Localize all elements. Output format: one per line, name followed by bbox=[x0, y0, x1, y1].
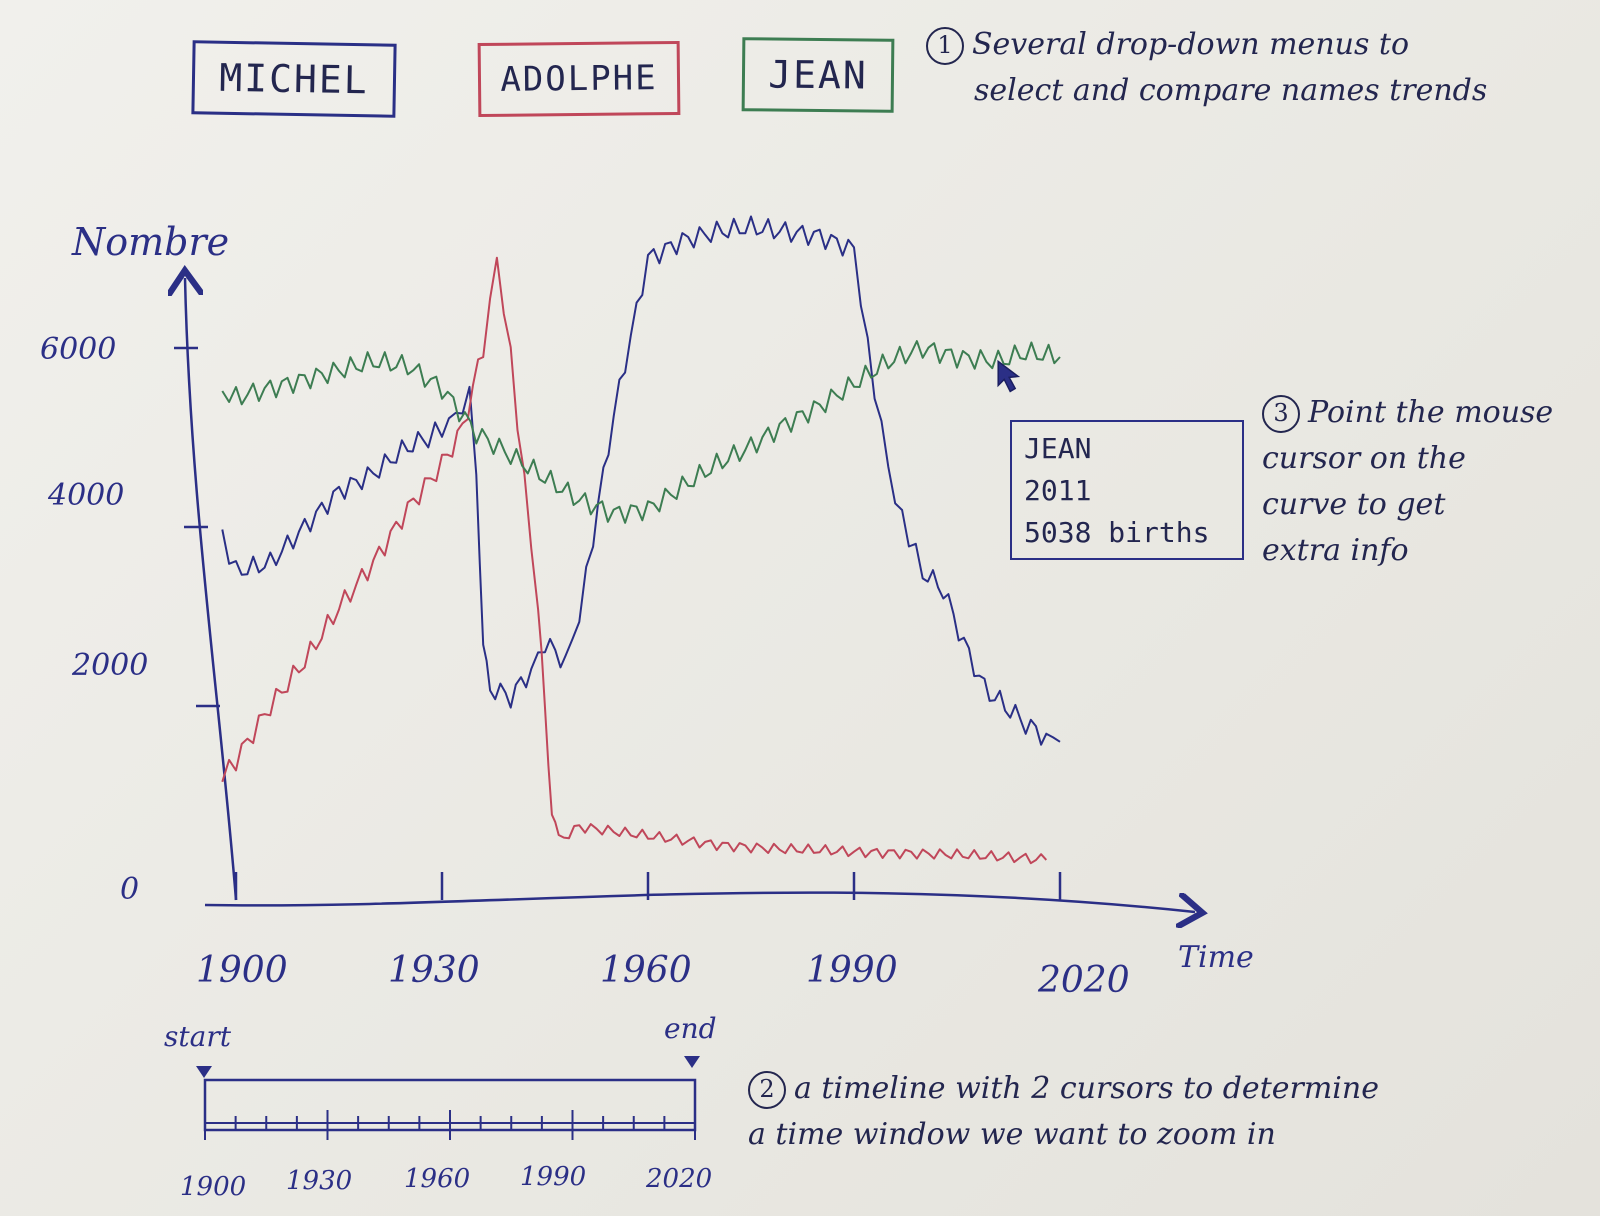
note-text: a time window we want to zoom in bbox=[748, 1117, 1276, 1152]
y-tick-label: 4000 bbox=[48, 478, 125, 513]
series-line-adolphe[interactable] bbox=[221, 256, 1048, 865]
note-number: 2 bbox=[748, 1071, 786, 1109]
note-text: curve to get bbox=[1262, 487, 1446, 522]
y-tick-label: 6000 bbox=[40, 332, 117, 367]
x-axis-label: Time bbox=[1178, 940, 1254, 975]
note-number: 1 bbox=[926, 27, 964, 65]
x-axis bbox=[204, 891, 1195, 912]
x-tick-label: 2020 bbox=[1038, 960, 1130, 1001]
timeline-start-cursor[interactable] bbox=[196, 1066, 212, 1078]
note-text: cursor on the bbox=[1262, 441, 1466, 476]
tooltip-year: 2011 bbox=[1024, 474, 1092, 507]
timeline-tick-label: 1930 bbox=[286, 1166, 353, 1196]
series-line-michel[interactable] bbox=[221, 215, 1061, 746]
timeline-tick-label: 1990 bbox=[520, 1162, 587, 1192]
y-tick-label: 0 bbox=[120, 872, 140, 907]
note-dropdowns: 1 Several drop-down menus to select and c… bbox=[926, 22, 1586, 114]
note-text: Point the mouse bbox=[1308, 395, 1554, 430]
x-tick-label: 1960 bbox=[600, 950, 692, 991]
x-tick-label: 1900 bbox=[196, 950, 288, 991]
timeline-tick-label: 1960 bbox=[404, 1164, 471, 1194]
note-number: 3 bbox=[1262, 395, 1300, 433]
x-tick-label: 1930 bbox=[388, 950, 480, 991]
note-hover-tooltip: 3 Point the mouse cursor on the curve to … bbox=[1262, 390, 1582, 574]
y-axis-label: Nombre bbox=[72, 220, 230, 264]
timeline-start-label: start bbox=[164, 1020, 231, 1053]
x-tick-label: 1990 bbox=[806, 950, 898, 991]
series-line-jean[interactable] bbox=[221, 340, 1061, 524]
timeline-end-label: end bbox=[664, 1012, 717, 1045]
note-text: a timeline with 2 cursors to determine bbox=[794, 1071, 1379, 1106]
mouse-cursor-icon bbox=[997, 359, 1021, 393]
y-axis bbox=[185, 278, 238, 901]
timeline-tick-label: 2020 bbox=[646, 1164, 713, 1194]
timeline-end-cursor[interactable] bbox=[684, 1056, 700, 1068]
hover-tooltip: JEAN 2011 5038 births bbox=[1010, 420, 1244, 560]
note-text: select and compare names trends bbox=[974, 73, 1488, 108]
note-text: Several drop-down menus to bbox=[972, 27, 1410, 62]
tooltip-births: 5038 births bbox=[1024, 516, 1210, 549]
y-tick-label: 2000 bbox=[72, 648, 149, 683]
note-text: extra info bbox=[1262, 533, 1409, 568]
timeline-tick-label: 1900 bbox=[180, 1172, 247, 1202]
tooltip-name: JEAN bbox=[1024, 432, 1092, 465]
